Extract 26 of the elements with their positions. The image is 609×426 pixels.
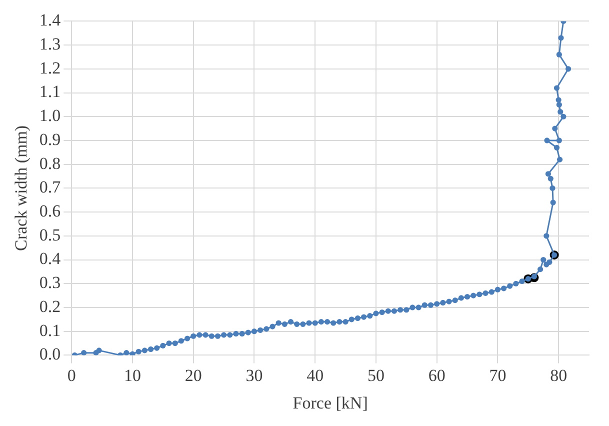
y-tick-label: 1.3 <box>39 34 61 54</box>
y-tick-label: 1.1 <box>39 82 61 102</box>
y-tick-label: 0.3 <box>39 273 61 292</box>
x-tick-label: 50 <box>367 366 384 385</box>
x-tick-label: 60 <box>428 366 446 385</box>
y-tick-label: 0.0 <box>39 344 61 364</box>
x-tick-label: 20 <box>184 366 202 385</box>
y-tick-label: 0.1 <box>39 320 61 340</box>
y-tick-label: 0.9 <box>39 130 61 149</box>
y-tick-label: 0.4 <box>39 249 62 268</box>
y-tick-label: 0.5 <box>39 225 61 244</box>
y-axis-title: Crack width (mm) <box>12 125 31 251</box>
x-tick-label: 80 <box>550 366 568 385</box>
y-tick-label: 1.2 <box>39 58 61 78</box>
y-tick-label: 0.8 <box>39 154 61 173</box>
x-tick-label: 40 <box>306 366 324 385</box>
y-tick-label: 1.4 <box>39 10 62 30</box>
y-tick-label: 1.0 <box>39 106 61 126</box>
y-tick-label: 0.7 <box>39 178 62 197</box>
y-tick-label: 0.6 <box>39 202 61 221</box>
x-axis-title: Force [kN] <box>292 393 368 412</box>
x-tick-label: 30 <box>246 366 263 385</box>
x-tick-label: 10 <box>124 366 142 385</box>
y-tick-label: 0.2 <box>39 296 61 316</box>
x-tick-label: 0 <box>67 366 76 385</box>
x-tick-label: 70 <box>489 366 506 385</box>
